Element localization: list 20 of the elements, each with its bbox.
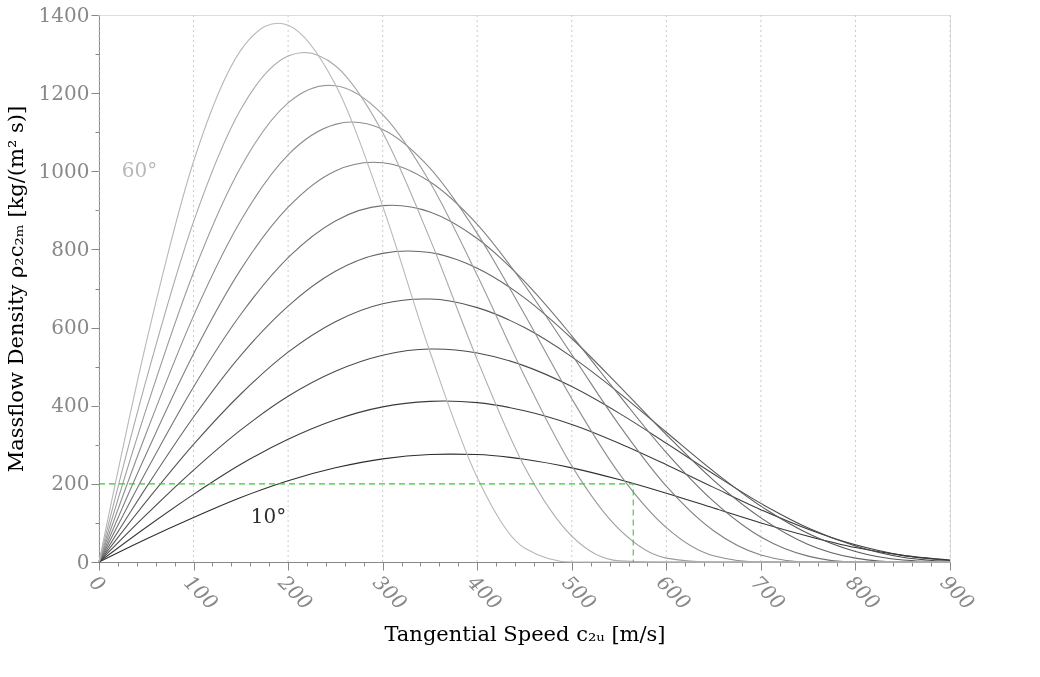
y-tick-label: 1000	[38, 158, 90, 183]
y-tick-label: 800	[51, 236, 90, 261]
y-tick-label: 1400	[38, 2, 90, 27]
series-label: 60°	[121, 157, 158, 182]
series-label: 10°	[250, 504, 287, 529]
y-tick-label: 400	[51, 393, 90, 418]
x-tick-label: 500	[557, 570, 602, 615]
x-tick-label: 900	[935, 570, 980, 615]
x-tick-label: 300	[368, 570, 413, 615]
y-axis-title: Massflow Density ρ₂c₂ₘ [kg/(m² s)]	[3, 105, 28, 473]
x-tick-label: 600	[651, 570, 697, 615]
x-tick-label: 400	[462, 569, 508, 615]
x-tick-label: 100	[179, 570, 224, 615]
x-tick-label: 800	[841, 570, 886, 615]
x-tick-label: 700	[746, 570, 791, 615]
y-tick-label: 600	[51, 315, 90, 340]
y-tick-label: 1200	[38, 80, 90, 105]
y-tick-label: 200	[51, 471, 90, 496]
x-tick-label: 200	[273, 569, 318, 615]
x-axis-title: Tangential Speed c₂ᵤ [m/s]	[384, 621, 666, 646]
